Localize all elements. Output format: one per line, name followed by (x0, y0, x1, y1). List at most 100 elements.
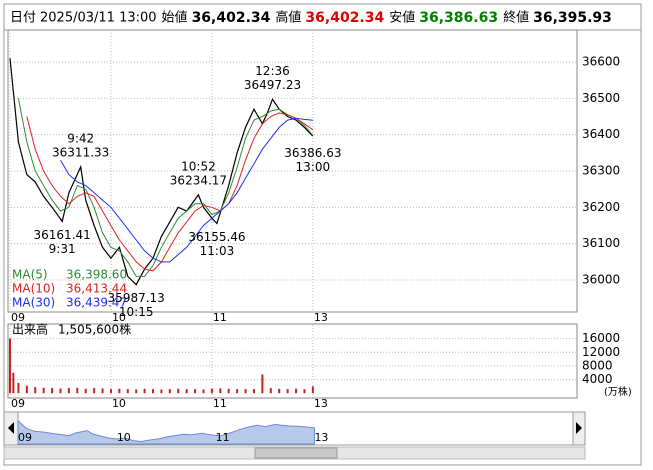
frame (3, 3, 642, 466)
annotation-time: 13:00 (296, 160, 331, 174)
volume-bar (59, 388, 62, 394)
y-tick-label: 36400 (582, 127, 620, 141)
header-value: 36,402.34 (192, 10, 271, 26)
annotation-time: 12:36 (255, 64, 290, 78)
volume-bar (210, 388, 213, 394)
volume-bar (135, 389, 138, 394)
volume-bar (84, 388, 87, 394)
volume-bar (185, 389, 188, 394)
annotation-time: 9:31 (49, 242, 76, 256)
legend-value: 36,439.47 (66, 296, 127, 310)
y-tick-label: 36200 (582, 200, 620, 214)
y-tick-label: 36600 (582, 54, 620, 68)
x-tick-label: 09 (11, 311, 25, 324)
volume-bar (42, 387, 45, 394)
volume-bar (118, 388, 121, 394)
legend-name: MA(30) (12, 296, 55, 310)
volume-bar (152, 389, 155, 394)
volume-bar (12, 372, 15, 394)
header-label: 終値 (503, 10, 529, 26)
annotation-value: 36311.33 (52, 145, 109, 159)
annotation-value: 36161.41 (34, 228, 91, 242)
volume-bar (51, 388, 54, 394)
annotation-value: 36497.23 (244, 78, 301, 92)
volume-bar (227, 388, 230, 394)
volume-bar (252, 389, 255, 394)
annotation-time: 10:15 (119, 305, 154, 319)
x-tick-label: 10 (112, 311, 126, 324)
y-tick-label: 36100 (582, 236, 620, 250)
volume-bar (261, 374, 264, 394)
annotation-time: 11:03 (200, 244, 235, 258)
arrow-right (576, 422, 582, 434)
annotation-time: 9:42 (67, 131, 94, 145)
x-tick-label: 13 (314, 311, 328, 324)
x-tick-label: 11 (213, 397, 227, 410)
volume-bar (9, 338, 11, 394)
y-tick-label: 36500 (582, 91, 620, 105)
volume-panel (7, 323, 578, 399)
header-label: 日付 (10, 11, 36, 26)
x-tick-label: 13 (314, 397, 328, 410)
volume-bar (286, 389, 289, 394)
volume-bar (17, 382, 20, 394)
y-tick-label: 36000 (582, 273, 620, 287)
annotation-value: 36234.17 (170, 173, 227, 187)
volume-bar (76, 387, 79, 394)
annotation-time: 10:52 (181, 159, 216, 173)
volume-title: 出来高 (12, 322, 48, 337)
legend-value: 36,398.60 (66, 268, 127, 282)
volume-bar (295, 388, 298, 394)
volume-bar (93, 388, 96, 394)
x-tick-label: 09 (11, 397, 25, 410)
annotation-value: 35987.13 (108, 291, 165, 305)
volume-bar (143, 388, 146, 394)
price-line (9, 58, 314, 286)
navigator-tick-label: 11 (216, 431, 230, 444)
navigator-tick-label: 13 (314, 431, 328, 444)
volume-unit: (万株) (604, 385, 632, 398)
volume-bar (109, 389, 112, 394)
volume-bar (101, 388, 104, 394)
volume-bar (34, 387, 37, 394)
volume-bar (194, 389, 197, 394)
x-tick-label: 11 (213, 311, 227, 324)
scroll-thumb[interactable] (254, 447, 338, 459)
legend-name: MA(10) (12, 282, 55, 296)
y-tick-label: 12000 (582, 345, 620, 359)
volume-bar (177, 388, 180, 394)
y-tick-label: 4000 (582, 372, 613, 386)
y-tick-label: 8000 (582, 358, 613, 372)
arrow-left (8, 422, 14, 434)
volume-bar (236, 389, 239, 394)
navigator-tick-label: 09 (18, 431, 32, 444)
navigator-tick-label: 10 (117, 431, 131, 444)
header-label: 高値 (275, 10, 301, 26)
header-value: 36,386.63 (419, 10, 498, 26)
volume-bar (303, 389, 306, 394)
volume-bar (168, 389, 171, 394)
header-value: 36,395.93 (533, 10, 612, 26)
volume-bar (67, 388, 70, 394)
header-label: 始値 (162, 10, 188, 26)
volume-bar (278, 388, 281, 394)
header-value: 2025/03/11 13:00 (40, 11, 157, 26)
price-line (17, 98, 314, 277)
legend-value: 36,413.44 (66, 282, 127, 296)
header-label: 安値 (389, 10, 415, 26)
volume-bar (219, 388, 222, 394)
volume-bar (202, 389, 205, 394)
legend-name: MA(5) (12, 268, 48, 282)
y-tick-label: 36300 (582, 164, 620, 178)
volume-bar (269, 388, 272, 394)
volume-bar (244, 389, 247, 394)
volume-bar (25, 385, 28, 394)
annotation-value: 36386.63 (284, 146, 341, 160)
price-line (60, 117, 313, 263)
price-line (26, 112, 314, 272)
header-value: 36,402.34 (305, 10, 384, 26)
y-tick-label: 16000 (582, 331, 620, 345)
navigator-area (17, 419, 315, 445)
volume-total: 1,505,600株 (58, 322, 131, 337)
volume-bar (126, 389, 129, 394)
